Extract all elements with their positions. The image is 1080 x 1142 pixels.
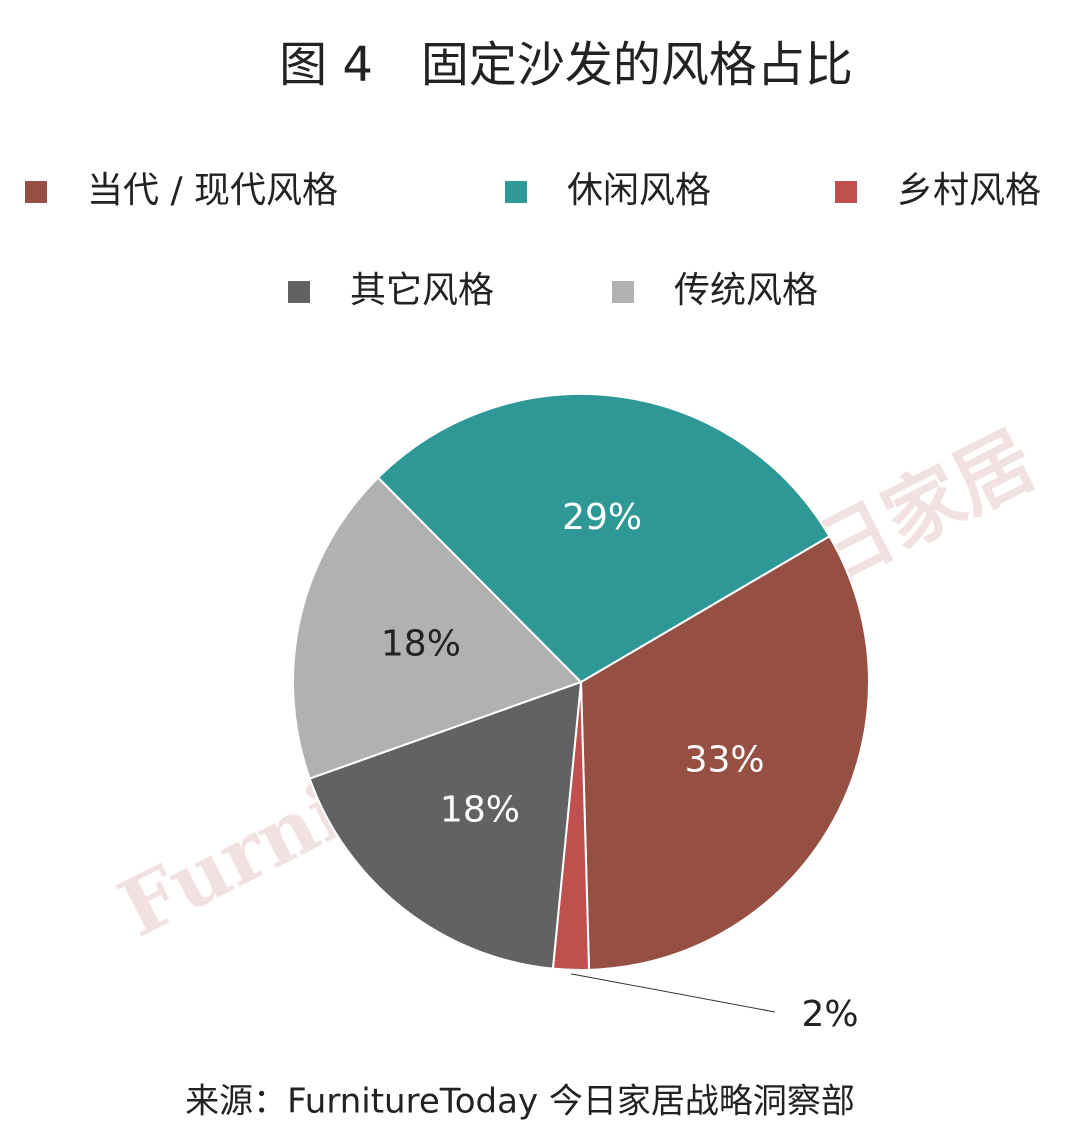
pie-slice xyxy=(579,534,871,971)
pie-slice xyxy=(308,680,583,970)
data-label: 29% xyxy=(562,497,642,538)
data-label: 33% xyxy=(685,740,765,781)
legend-swatch xyxy=(612,281,634,303)
legend-label: 其它风格 xyxy=(350,270,494,311)
legend-swatch xyxy=(835,181,857,203)
leader-line xyxy=(570,973,776,1013)
legend-swatch xyxy=(288,281,310,303)
data-label: 2% xyxy=(801,994,858,1035)
legend-swatch xyxy=(25,181,47,203)
pie-slice xyxy=(292,476,583,780)
legend-label: 当代 / 现代风格 xyxy=(87,170,338,211)
legend-label: 休闲风格 xyxy=(567,170,711,211)
chart-title: 图 4 固定沙发的风格占比 xyxy=(279,37,853,93)
data-label: 18% xyxy=(381,624,461,665)
legend-swatch xyxy=(505,181,527,203)
source-note: 来源：FurnitureToday 今日家居战略洞察部 xyxy=(185,1082,855,1122)
pie-slice xyxy=(376,393,831,684)
legend-label: 传统风格 xyxy=(674,270,818,311)
data-label: 18% xyxy=(440,789,520,830)
pie: 33% 2% 18% 18% 29% xyxy=(292,393,871,1035)
legend-label: 乡村风格 xyxy=(897,170,1041,211)
